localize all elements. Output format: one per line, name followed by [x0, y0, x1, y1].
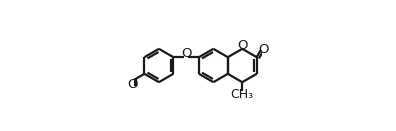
Text: O: O — [237, 39, 248, 52]
Text: CH₃: CH₃ — [231, 88, 254, 101]
Text: O: O — [181, 47, 191, 60]
Text: O: O — [128, 78, 138, 91]
Text: O: O — [259, 43, 269, 56]
